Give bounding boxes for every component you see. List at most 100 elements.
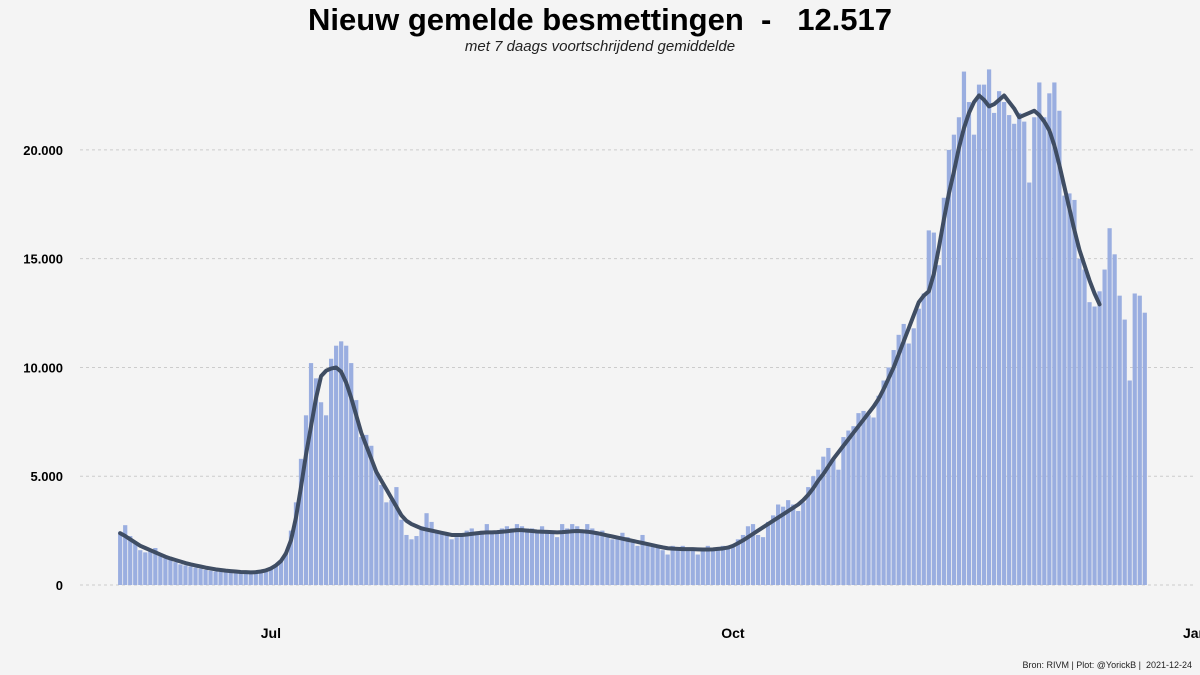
bar bbox=[861, 410, 866, 585]
bar bbox=[354, 400, 359, 585]
bar bbox=[620, 532, 625, 585]
bar bbox=[283, 552, 289, 585]
chart-title: Nieuw gemelde besmettingen - 12.517 bbox=[0, 0, 1200, 40]
bar bbox=[866, 415, 871, 585]
bar bbox=[454, 537, 459, 585]
bar bbox=[1002, 102, 1007, 585]
bar bbox=[871, 417, 876, 585]
bar bbox=[444, 534, 449, 585]
bar bbox=[590, 528, 595, 585]
bar bbox=[469, 528, 474, 585]
bar bbox=[318, 402, 324, 585]
bar bbox=[675, 548, 680, 585]
bar bbox=[1032, 117, 1037, 585]
bar bbox=[781, 506, 786, 585]
title-separator: - bbox=[761, 2, 772, 37]
bar bbox=[394, 487, 399, 585]
bar bbox=[273, 564, 278, 585]
bar bbox=[419, 526, 424, 585]
bar bbox=[645, 542, 650, 585]
bar bbox=[735, 539, 741, 585]
bar bbox=[544, 530, 550, 585]
bar bbox=[841, 437, 846, 585]
bar bbox=[1067, 193, 1072, 586]
bar bbox=[243, 573, 248, 585]
bar bbox=[836, 469, 841, 585]
chart-caption: Bron: RIVM | Plot: @YorickB | 2021-12-24 bbox=[1022, 660, 1192, 670]
bar bbox=[529, 528, 535, 585]
bar bbox=[630, 541, 635, 585]
bar bbox=[665, 554, 670, 585]
bar bbox=[580, 530, 585, 585]
bar bbox=[359, 437, 364, 585]
bar bbox=[750, 524, 756, 585]
bar bbox=[1092, 306, 1097, 585]
bar bbox=[801, 502, 806, 585]
bar bbox=[695, 554, 700, 585]
bar bbox=[941, 197, 946, 585]
bar bbox=[223, 572, 228, 585]
bar bbox=[705, 545, 710, 585]
bar bbox=[891, 350, 896, 585]
bar-layer bbox=[118, 69, 1147, 586]
bar bbox=[313, 378, 319, 585]
bar bbox=[585, 524, 590, 585]
bar bbox=[1012, 123, 1017, 585]
bar bbox=[248, 572, 253, 585]
bar bbox=[725, 548, 731, 585]
bar bbox=[700, 548, 705, 585]
bar bbox=[1052, 82, 1057, 585]
bar bbox=[168, 559, 173, 585]
bar bbox=[635, 545, 640, 585]
bar bbox=[826, 447, 831, 585]
bar bbox=[831, 458, 836, 585]
bar bbox=[183, 565, 188, 585]
bar bbox=[685, 548, 690, 585]
axis-layer: 0 5.000 10.000 15.000 20.000 Jul Oct Jan bbox=[23, 143, 1200, 641]
bar bbox=[946, 149, 952, 586]
bar bbox=[550, 532, 555, 585]
bar bbox=[755, 534, 761, 585]
bar bbox=[1137, 295, 1142, 585]
bar bbox=[474, 532, 479, 585]
bar bbox=[329, 358, 334, 585]
bar bbox=[379, 484, 384, 585]
bar bbox=[1107, 228, 1112, 586]
bar bbox=[494, 530, 499, 585]
bar bbox=[138, 550, 143, 585]
bar bbox=[997, 91, 1002, 586]
bar bbox=[1022, 121, 1027, 585]
title-text: Nieuw gemelde besmettingen bbox=[307, 2, 744, 37]
bar bbox=[931, 232, 936, 585]
bar bbox=[504, 526, 510, 585]
bar bbox=[409, 539, 414, 585]
bar bbox=[560, 524, 565, 585]
bar bbox=[143, 552, 148, 585]
bar bbox=[886, 367, 891, 585]
bar bbox=[268, 567, 273, 585]
bar bbox=[323, 415, 329, 585]
y-tick-label: 20.000 bbox=[23, 143, 63, 158]
y-tick-label: 0 bbox=[56, 578, 63, 593]
bar bbox=[660, 550, 665, 585]
bar bbox=[203, 569, 208, 585]
bar bbox=[303, 415, 309, 585]
bar bbox=[499, 528, 505, 585]
bar bbox=[715, 550, 720, 585]
bar bbox=[770, 515, 776, 585]
bar bbox=[178, 564, 183, 585]
bar bbox=[901, 323, 906, 585]
bar bbox=[625, 537, 630, 585]
bar bbox=[439, 532, 444, 585]
bar bbox=[258, 570, 263, 585]
y-tick-label: 5.000 bbox=[30, 469, 63, 484]
bar bbox=[218, 571, 223, 585]
bar bbox=[911, 328, 916, 585]
bar bbox=[906, 343, 911, 585]
bar bbox=[1102, 269, 1107, 585]
bar bbox=[133, 543, 138, 585]
bar bbox=[821, 456, 826, 585]
bar bbox=[163, 557, 168, 585]
